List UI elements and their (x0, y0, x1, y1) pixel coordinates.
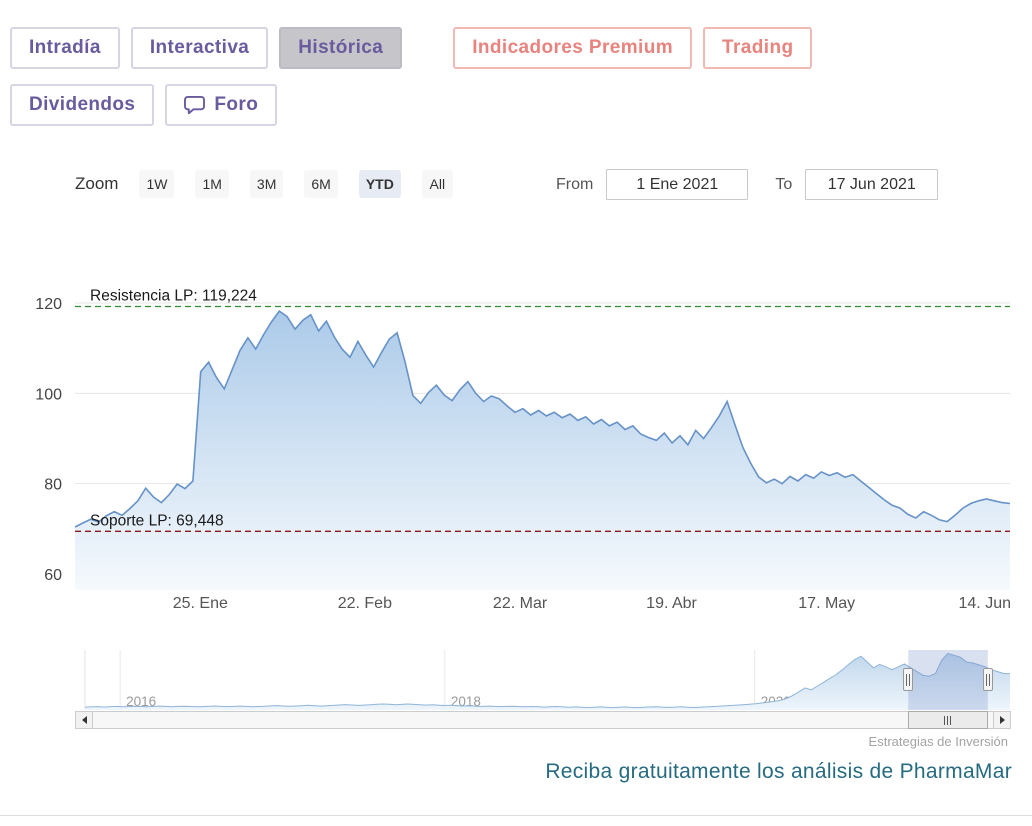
price-area (75, 311, 1010, 590)
handle-grip-lines (906, 673, 911, 686)
navigator-area (85, 653, 1010, 710)
left-triangle-icon (81, 716, 87, 724)
tab-bar-row1: Intradía Interactiva Histórica Indicador… (10, 27, 823, 69)
thumb-grip-icon (944, 715, 953, 725)
x-axis-label: 14. Jun (959, 595, 1011, 612)
tab-indicadores-premium[interactable]: Indicadores Premium (453, 27, 693, 69)
x-axis-label: 22. Feb (338, 595, 392, 612)
tab-intradia[interactable]: Intradía (10, 27, 120, 69)
range-selector-dates-group: From To (556, 169, 939, 200)
navigator-chart[interactable]: 201620182020 (0, 645, 1032, 711)
zoom-button-1m[interactable]: 1M (195, 170, 229, 198)
zoom-button-1w[interactable]: 1W (139, 170, 175, 198)
to-date-input[interactable] (805, 169, 939, 200)
y-axis-label: 120 (35, 296, 62, 313)
tab-bar-row2: Dividendos Foro (10, 84, 288, 126)
x-axis-label: 22. Mar (493, 595, 548, 612)
navigator-selection[interactable] (908, 650, 988, 710)
tab-foro[interactable]: Foro (165, 84, 278, 126)
y-axis-label: 80 (44, 477, 62, 494)
tab-interactiva[interactable]: Interactiva (130, 27, 269, 69)
chat-bubble-icon (184, 95, 206, 115)
to-label: To (775, 175, 793, 193)
tab-dividendos[interactable]: Dividendos (10, 84, 155, 126)
navigator-line (84, 652, 1011, 709)
scrollbar-left-arrow[interactable] (75, 711, 93, 729)
navigator-handle-left[interactable] (903, 668, 914, 691)
price-line (74, 309, 1011, 528)
plot-line-label: Soporte LP: 69,448 (90, 512, 224, 529)
main-price-chart[interactable]: 60 80 100 120 25. Ene 22. Feb 22. Mar 19. Abr 17… (0, 255, 1032, 625)
scrollbar-track[interactable] (93, 711, 993, 729)
from-label: From (556, 175, 594, 193)
zoom-button-all[interactable]: All (421, 170, 453, 198)
x-axis-label: 25. Ene (173, 595, 228, 612)
tab-trading[interactable]: Trading (703, 27, 813, 69)
x-axis-label: 19. Abr (646, 595, 697, 612)
x-axis-label: 17. May (798, 595, 855, 612)
tab-historica[interactable]: Histórica (279, 27, 403, 69)
navigator-year-label: 2016 (126, 694, 156, 709)
scrollbar-thumb[interactable] (908, 711, 988, 729)
range-selector-zoom-group: Zoom 1W 1M 3M 6M YTD All (75, 170, 453, 198)
scrollbar-right-arrow[interactable] (993, 711, 1011, 729)
tab-foro-label: Foro (214, 94, 259, 115)
credits-link[interactable]: Estrategias de Inversión (868, 734, 1008, 749)
y-axis-label: 100 (35, 386, 62, 403)
handle-grip-lines (985, 673, 990, 686)
from-date-input[interactable] (606, 169, 749, 200)
zoom-button-3m[interactable]: 3M (249, 170, 284, 198)
navigator-handle-right[interactable] (982, 668, 993, 691)
promo-link[interactable]: Reciba gratuitamente los análisis de Pha… (545, 760, 1012, 783)
zoom-button-6m[interactable]: 6M (304, 170, 338, 198)
zoom-label: Zoom (75, 174, 119, 193)
divider (0, 815, 1032, 816)
y-axis-label: 60 (44, 567, 62, 584)
right-triangle-icon (999, 716, 1005, 724)
zoom-button-ytd[interactable]: YTD (358, 170, 401, 198)
plot-line-label: Resistencia LP: 119,224 (90, 288, 257, 305)
